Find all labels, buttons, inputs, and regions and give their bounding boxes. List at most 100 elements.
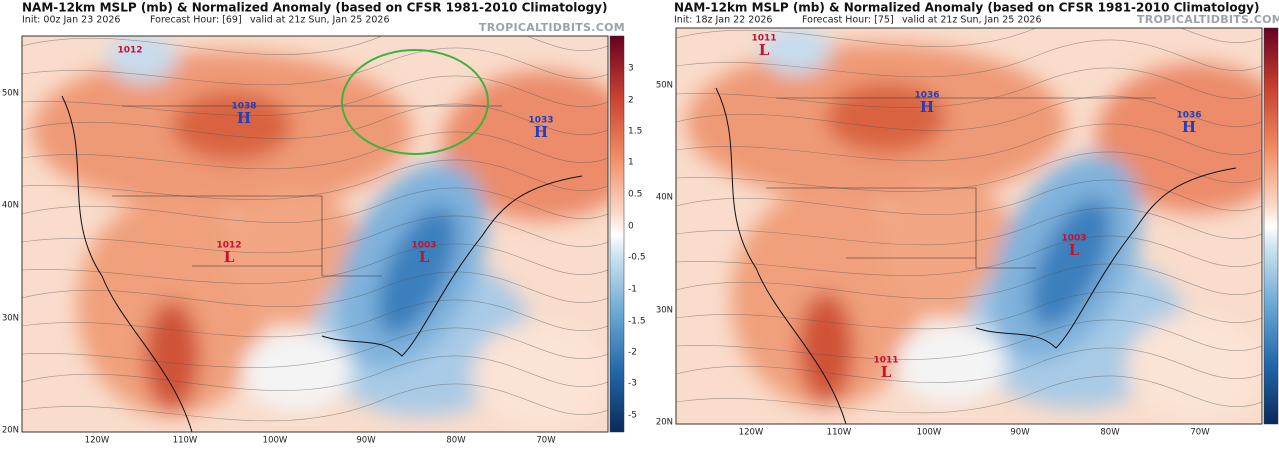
- lon-label: 90W: [356, 436, 376, 446]
- pressure-value: 1012: [117, 46, 142, 56]
- isobar: [676, 319, 1262, 360]
- lon-label: 100W: [263, 436, 288, 446]
- colorbar-label: 1.5: [628, 127, 642, 137]
- lon-label: 100W: [917, 428, 942, 438]
- map-field: [22, 36, 608, 432]
- lat-label: 40N: [2, 201, 19, 211]
- colorbar-label: 0.5: [628, 190, 642, 200]
- pressure-center: H: [920, 98, 934, 116]
- valid-time: valid at 21z Sun, Jan 25 2026: [902, 15, 1042, 26]
- isobar: [676, 235, 1262, 276]
- forecast-hour: Forecast Hour: [75]: [802, 15, 894, 26]
- lon-label: 120W: [85, 436, 110, 446]
- coastline: [61, 95, 583, 432]
- panel-title: NAM-12km MSLP (mb) & Normalized Anomaly …: [674, 1, 1260, 15]
- lat-label: 30N: [656, 306, 673, 316]
- panel: NAM-12km MSLP (mb) & Normalized Anomaly …: [656, 1, 1279, 438]
- forecast-hour: Forecast Hour: [69]: [150, 15, 242, 26]
- anomaly-blob: [472, 321, 608, 431]
- lon-label: 80W: [1100, 428, 1120, 438]
- isobar: [676, 347, 1262, 383]
- isobar: [676, 207, 1262, 246]
- anomaly-blob: [242, 331, 352, 411]
- lon-label: 70W: [1190, 428, 1210, 438]
- lat-label: 40N: [656, 193, 673, 203]
- site-watermark: TROPICALTIDBITS.COM: [1137, 13, 1279, 26]
- anomaly-blob: [826, 83, 946, 153]
- anomaly-blob: [172, 91, 292, 161]
- isobar: [22, 215, 608, 254]
- border: [766, 97, 1156, 269]
- pressure-center: H: [237, 109, 251, 127]
- pressure-value: 1012: [216, 241, 241, 251]
- anomaly-shading: [686, 28, 1262, 423]
- colorbar-label: 2: [628, 96, 634, 106]
- pressure-center: L: [759, 41, 770, 59]
- colorbar-label: 3: [628, 64, 634, 74]
- lon-label: 70W: [536, 436, 556, 446]
- pressure-center: L: [419, 248, 430, 266]
- pressure-center: L: [881, 363, 892, 381]
- site-watermark: TROPICALTIDBITS.COM: [479, 21, 625, 34]
- colorbar-label: -3: [628, 379, 637, 389]
- lon-label: 110W: [827, 428, 852, 438]
- isobar: [676, 123, 1262, 162]
- pressure-value: 1003: [411, 241, 436, 251]
- isobar: [22, 159, 608, 200]
- lon-label: 110W: [173, 436, 198, 446]
- isobar: [22, 75, 608, 116]
- pressure-value: 1011: [751, 34, 776, 44]
- pressure-value: 1038: [231, 102, 256, 112]
- isobar: [22, 327, 608, 368]
- anomaly-blob: [376, 206, 458, 336]
- isobar: [676, 95, 1262, 131]
- init-time: Init: 18z Jan 22 2026: [674, 15, 772, 26]
- isobar: [22, 271, 608, 307]
- highlight-circle: [341, 49, 489, 155]
- colorbar-label: -1: [628, 285, 637, 295]
- lat-label: 50N: [656, 81, 673, 91]
- anomaly-blob: [222, 186, 362, 326]
- isobar: [22, 47, 608, 86]
- pressure-center: L: [224, 248, 235, 266]
- isobar: [676, 151, 1262, 192]
- map-frame: [21, 35, 609, 433]
- isobar: [676, 263, 1262, 299]
- isobar: [676, 179, 1262, 215]
- map-frame: [675, 27, 1263, 425]
- lat-label: 20N: [2, 426, 19, 436]
- init-time: Init: 00z Jan 23 2026: [22, 15, 120, 26]
- lat-label: 30N: [2, 314, 19, 324]
- pressure-value: 1003: [1061, 234, 1086, 244]
- isobar: [676, 375, 1262, 414]
- anomaly-blob: [1126, 313, 1262, 423]
- panel: NAM-12km MSLP (mb) & Normalized Anomaly …: [2, 1, 646, 446]
- lon-label: 120W: [739, 428, 764, 438]
- anomaly-shading: [32, 36, 608, 431]
- isobar: [22, 355, 608, 391]
- lon-label: 80W: [446, 436, 466, 446]
- isobar: [676, 291, 1262, 330]
- colorbar-label: -5: [628, 411, 637, 421]
- colorbar-label: -0.5: [628, 253, 646, 263]
- isobar: [676, 67, 1262, 108]
- isobar: [22, 103, 608, 139]
- pressure-center: H: [534, 123, 548, 141]
- anomaly-blob: [1096, 63, 1262, 213]
- lat-label: 50N: [2, 89, 19, 99]
- isobar: [22, 383, 608, 422]
- colorbar-label: -1.5: [628, 317, 646, 327]
- colorbar: [609, 35, 625, 433]
- anomaly-blob: [442, 71, 608, 221]
- isobar: [22, 187, 608, 223]
- pressure-value: 1011: [873, 356, 898, 366]
- isobar: [22, 299, 608, 338]
- anomaly-blob: [876, 178, 1016, 318]
- valid-time: valid at 21z Sun, Jan 25 2026: [250, 15, 390, 26]
- anomaly-blob: [896, 323, 1006, 403]
- isobar: [22, 243, 608, 284]
- pressure-center: H: [1182, 118, 1196, 136]
- panel-title: NAM-12km MSLP (mb) & Normalized Anomaly …: [22, 1, 608, 15]
